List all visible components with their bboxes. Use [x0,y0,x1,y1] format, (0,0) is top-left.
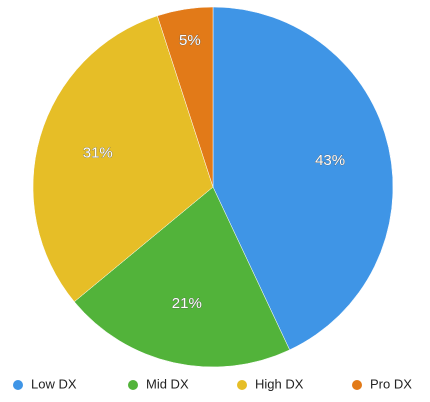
legend-label: Mid DX [146,376,189,391]
data-label: 31% [83,144,113,161]
legend-marker [237,380,247,390]
data-label: 21% [172,295,202,312]
legend-label: Low DX [31,376,77,391]
legend-label: High DX [255,376,304,391]
legend-marker [128,380,138,390]
legend-marker [352,380,362,390]
legend-label: Pro DX [370,376,412,391]
legend-marker [13,380,23,390]
data-label: 5% [179,32,201,49]
pie-slice [212,6,394,351]
pie-slice [32,15,214,303]
data-label: 43% [315,152,345,169]
pie-slice [73,186,290,368]
pie-slice [157,6,214,188]
